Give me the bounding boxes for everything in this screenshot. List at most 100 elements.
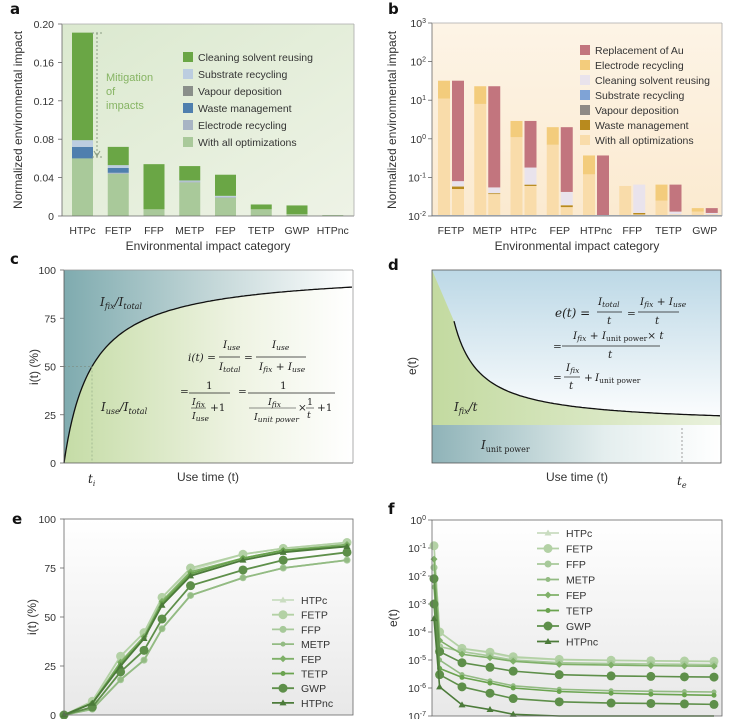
svg-text:=: = [238,386,247,398]
marker-circle [554,670,564,680]
marker-circle [487,680,493,686]
y-tick-label: 10-7 [408,711,426,719]
marker-circle [188,592,194,598]
bar-right-replacement-au [524,120,537,168]
mitigation-annotation: Mitigation of impacts [92,32,153,158]
legend-label: With all optimizations [595,135,694,147]
bar-left-optimized [619,185,632,216]
panel-b-log-stacked-bar-chart: b 10-2 10-1 100 101 102 103 Replacement of Au… [385,0,723,253]
bar-segment-substrate-recycling [215,195,236,197]
bar-segment-substrate-recycling [179,180,201,182]
svg-text:=: = [244,352,253,364]
svg-text:Ifix + Iunit power× t: Ifix + Iunit power× t [572,330,664,343]
y-tick-label: 10-2 [408,571,426,583]
panel-d-curve [453,321,721,417]
panel-b-legend: Replacement of Au Electrode recycling Clea… [580,45,710,147]
svg-text:×: × [298,402,307,414]
y-tick-label: 0.04 [34,173,55,185]
bar-left-optimized [691,211,704,216]
svg-text:i(t) =: i(t) = [188,352,216,364]
x-tick-label: TETP [248,225,275,237]
marker-circle [118,677,124,683]
marker-circle [280,565,286,571]
marker-circle [554,697,564,707]
panel-b-y-label: Normalized environmental impact [385,30,399,209]
marker-circle [280,641,286,647]
legend-label: HTPnc [301,698,333,710]
marker-circle [278,555,288,565]
legend-swatch [183,52,193,62]
legend-swatch [183,103,193,113]
svg-text:Ifix + Iuse: Ifix + Iuse [639,296,687,309]
svg-text:Iunit power: Iunit power [253,412,299,424]
svg-text:t: t [608,349,613,361]
marker-circle [435,670,445,680]
panel-label-a: a [10,0,20,18]
x-tick-label: HTPc [510,225,536,237]
svg-text:Ifix: Ifix [267,397,282,409]
series-line-fep [433,559,715,668]
marker-triangle [544,638,552,644]
bar-right-waste-management [488,193,501,195]
marker-circle [429,541,439,551]
x-tick-label: HTPc [69,225,95,237]
x-tick-label: FEP [215,225,235,237]
svg-text:+1: +1 [317,402,332,414]
legend-label: Vapour deposition [595,105,679,117]
x-tick-label: HTPnc [317,225,349,237]
bar-right-waste-management [633,212,646,215]
x-tick-label: GWP [692,225,717,237]
y-tick-label: 100 [410,134,426,146]
legend-label: FEP [566,590,586,602]
t-e-marker: te [677,474,687,490]
svg-text:t: t [607,315,612,327]
marker-circle [280,671,286,676]
marker-triangle [279,596,287,603]
bar-segment-with-all-optimizations [250,209,272,216]
svg-text:Itotal: Itotal [597,296,620,309]
y-tick-label: 0.16 [34,57,55,69]
y-tick-label: 25 [44,661,56,673]
y-tick-label: 103 [410,18,426,30]
legend-swatch [580,105,590,115]
marker-diamond [279,655,287,663]
mitigation-label-3: impacts [106,100,144,112]
legend-label: TETP [301,669,328,681]
svg-text:Ifix: Ifix [565,362,580,375]
y-tick-label: 0 [50,710,56,719]
bar-right-replacement-au [705,208,718,213]
legend-swatch [183,137,193,147]
marker-circle [485,662,495,672]
marker-triangle [187,572,195,579]
y-tick-label: 10-3 [408,599,426,611]
marker-triangle [458,701,466,708]
fix-total-label: Ifix/Itotal [99,295,142,311]
panel-a-y-ticks: 0 0.04 0.08 0.12 0.16 0.20 [34,19,62,223]
bar-right-replacement-au [669,184,682,212]
bar-segment-with-all-optimizations [107,173,129,216]
marker-circle [646,671,656,681]
panel-f-y-label: e(t) [386,609,400,627]
legend-label: Waste management [198,103,292,115]
bar-left-optimized [474,103,487,216]
y-tick-label: 101 [410,95,426,107]
mitigation-label-1: Mitigation [106,72,153,84]
marker-diamond [458,650,466,658]
marker-circle [646,698,656,708]
bar-right-optimized [452,189,464,216]
y-tick-label: 10-1 [408,172,426,184]
bar-right-waste-management [452,186,464,190]
legend-label: Electrode recycling [198,120,287,132]
series-line-gwp-low [433,603,715,706]
marker-circle [344,557,350,563]
legend-label: FFP [566,559,586,571]
series-line-fetp [433,545,715,663]
marker-triangle [509,710,517,717]
marker-circle [186,581,196,591]
marker-circle [545,608,551,613]
y-tick-label: 10-4 [408,627,426,639]
bar-segment-electrode-recycling [215,196,236,198]
panel-d-equation: e(t) = Itotal t = Ifix + Iuse t = Ifix +… [553,296,687,392]
panel-c-y-ticks: 0 25 50 75 100 [38,265,64,470]
legend-label: FETP [566,544,593,556]
